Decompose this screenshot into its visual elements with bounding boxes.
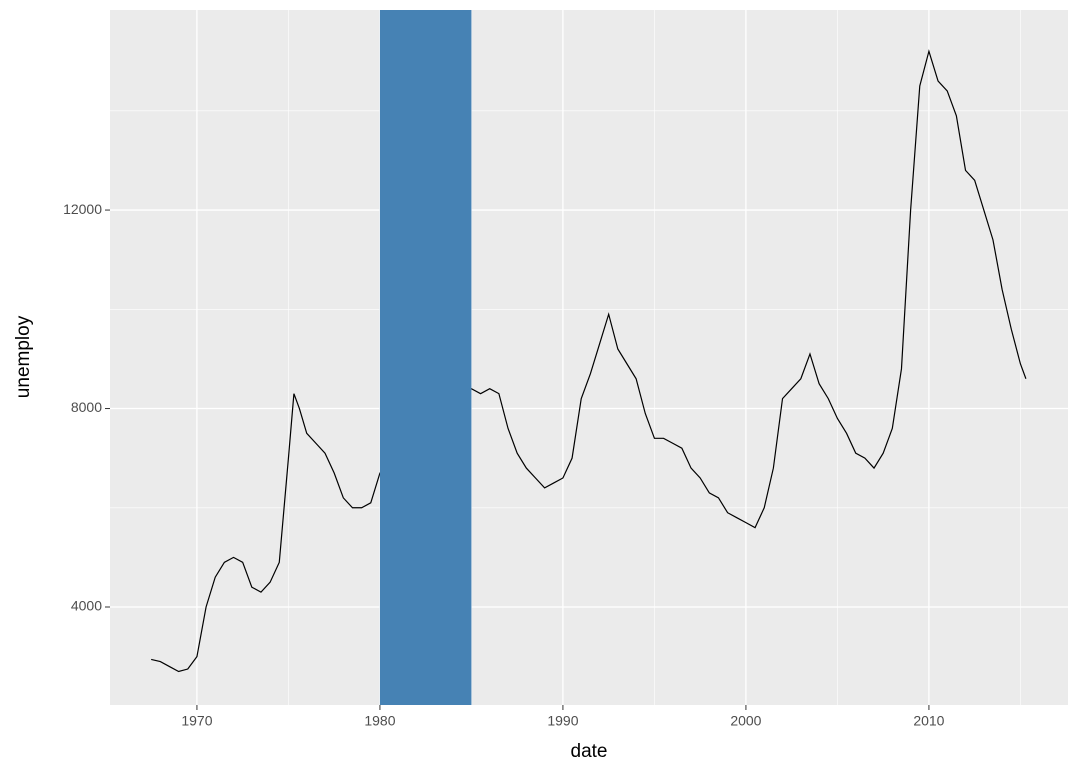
x-tick-label: 1980	[364, 713, 395, 729]
x-tick-label: 1990	[547, 713, 578, 729]
x-tick-label: 2010	[913, 713, 944, 729]
y-tick-label: 8000	[71, 399, 102, 415]
y-tick-label: 12000	[63, 201, 102, 217]
line	[151, 49, 1027, 673]
x-tick-label: 2000	[730, 713, 761, 729]
y-tick-label: 4000	[71, 598, 102, 614]
y-axis-title: unemploy	[13, 315, 34, 398]
plot-panel	[110, 10, 1068, 705]
x-axis-title: date	[571, 741, 608, 762]
x-tick-label: 1970	[181, 713, 212, 729]
highlight-band	[379, 10, 472, 705]
